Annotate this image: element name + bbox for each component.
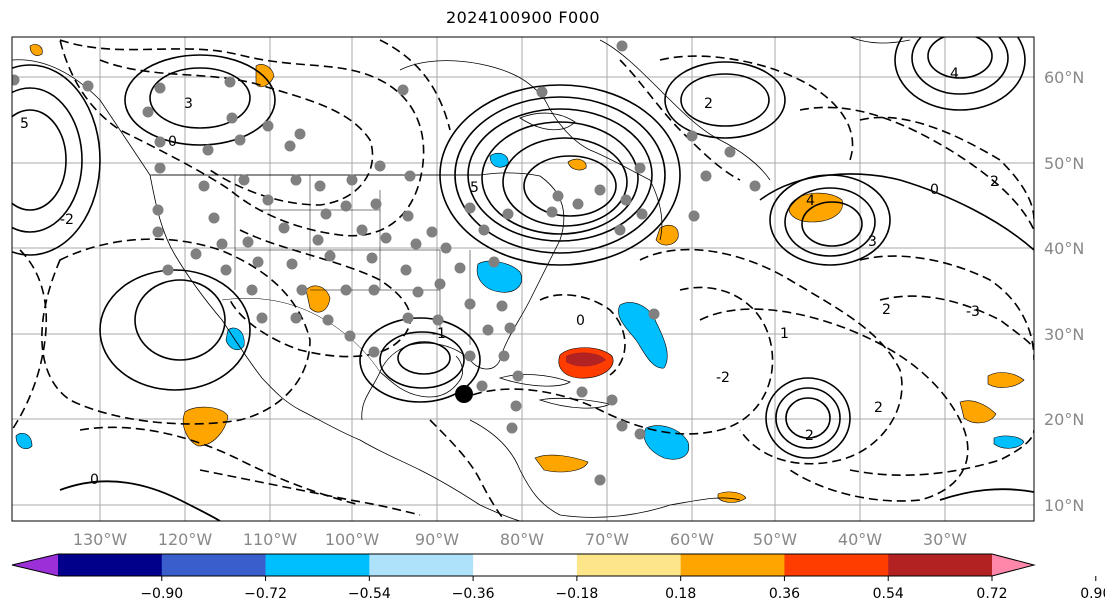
contour-label: 0 [930, 182, 939, 198]
lat-label-40n: 40°N [1044, 239, 1084, 258]
lon-label-100w: 100°W [325, 530, 380, 549]
contour-label: 2 [882, 302, 891, 318]
contour-label: 2 [704, 96, 713, 112]
contour-label: 1 [780, 326, 789, 342]
longitude-labels: 130°W 120°W 110°W 100°W 90°W 80°W 70°W 6… [73, 530, 967, 549]
colorbar-segment [161, 554, 267, 576]
contour-label: 0 [576, 313, 585, 329]
colorbar-extend-low [12, 554, 58, 576]
colorbar-tick-label: −0.18 [555, 586, 598, 602]
contour-label: 4 [950, 66, 959, 82]
contour-label: -2 [716, 370, 730, 386]
colorbar [11, 553, 1036, 577]
lon-label-90w: 90°W [415, 530, 459, 549]
colorbar-segment [576, 554, 682, 576]
contour-label: 4 [806, 193, 815, 209]
colorbar-tick-label: −0.90 [140, 586, 183, 602]
map-frame [11, 36, 1035, 522]
map-title: 2024100900 F000 [445, 8, 601, 27]
colorbar-tick-label: 0.36 [769, 586, 800, 602]
lon-label-60w: 60°W [670, 530, 714, 549]
colorbar-tick-label: 0.54 [873, 586, 904, 602]
contour-label: 5 [20, 116, 29, 132]
colorbar-tick-label: 0.72 [976, 586, 1007, 602]
lat-label-20n: 20°N [1044, 410, 1084, 429]
lon-label-110w: 110°W [243, 530, 298, 549]
lon-label-80w: 80°W [500, 530, 544, 549]
lat-label-30n: 30°N [1044, 325, 1084, 344]
lon-label-30w: 30°W [923, 530, 967, 549]
contours [12, 37, 1034, 521]
contour-label: -1 [432, 326, 446, 342]
contour-label: 3 [868, 234, 877, 250]
contour-label: 0 [90, 472, 99, 488]
lon-label-120w: 120°W [158, 530, 213, 549]
storm-center-marker [455, 385, 473, 403]
colorbar-tick-label: −0.54 [348, 586, 391, 602]
contour-label: 2 [874, 400, 883, 416]
lon-label-130w: 130°W [73, 530, 128, 549]
colorbar-extend-high [992, 554, 1034, 576]
contour-label: 2 [990, 174, 999, 190]
colorbar-tick-label: 0.90 [1080, 586, 1105, 602]
station-markers [12, 40, 761, 486]
colorbar-tick-label: 0.18 [665, 586, 696, 602]
contour-label: 0 [168, 134, 177, 150]
latitude-labels: 60°N 50°N 40°N 30°N 20°N 10°N [1044, 68, 1084, 515]
colorbar-segment [888, 554, 993, 576]
colorbar-segment [473, 554, 578, 576]
colorbar-segment [58, 554, 163, 576]
colorbar-segment [369, 554, 474, 576]
colorbar-outline [11, 553, 1036, 577]
map-background [12, 37, 1034, 521]
lon-label-40w: 40°W [838, 530, 882, 549]
colorbar-ticks: −0.90 −0.72 −0.54 −0.36 −0.18 0.18 0.36 0.54 0.7… [140, 576, 1105, 602]
lat-label-60n: 60°N [1044, 68, 1084, 87]
contour-label: -2 [60, 212, 74, 228]
contour-label: 2 [805, 428, 814, 444]
contour-labels: 0 3 5 2 4 2 0 1 -2 2 2 4 0 3 -1 0 -3 5 -… [20, 66, 999, 488]
colorbar-tick-label: −0.36 [452, 586, 495, 602]
colorbar-segment [784, 554, 889, 576]
contour-label: 5 [470, 180, 479, 196]
colorbar-segment [680, 554, 785, 576]
lat-label-50n: 50°N [1044, 154, 1084, 173]
colorbar-tick-label: −0.72 [244, 586, 287, 602]
contour-label: -3 [966, 304, 980, 320]
lon-label-70w: 70°W [585, 530, 629, 549]
colorbar-segment [265, 554, 370, 576]
contour-label: 3 [184, 96, 193, 112]
shaded-anomalies [15, 44, 1025, 503]
lat-label-10n: 10°N [1044, 496, 1084, 515]
lon-label-50w: 50°W [753, 530, 797, 549]
